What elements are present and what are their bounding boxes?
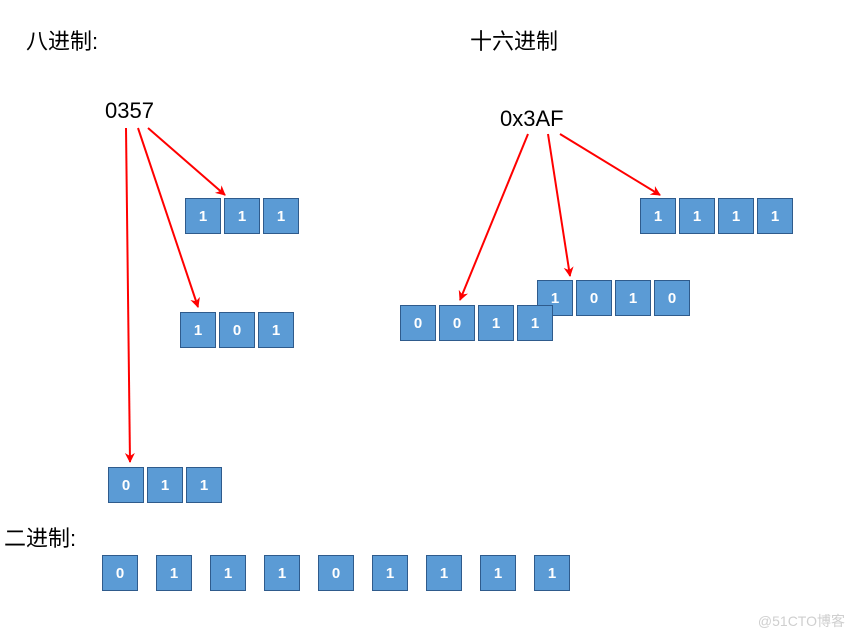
hex-group-3: 0011 [400,305,553,341]
bit-cell: 0 [400,305,436,341]
bit-cell: 0 [654,280,690,316]
octal-group-7: 111 [185,198,299,234]
bit-cell: 1 [426,555,462,591]
bit-cell: 0 [318,555,354,591]
label-octal: 八进制: [26,24,98,56]
bit-cell: 1 [480,555,516,591]
bit-cell: 1 [224,198,260,234]
bit-cell: 1 [478,305,514,341]
bit-cell: 1 [186,467,222,503]
bit-cell: 0 [219,312,255,348]
bit-cell: 1 [185,198,221,234]
watermark: @51CTO博客 [758,611,845,631]
octal-group-5: 101 [180,312,294,348]
bit-cell: 1 [517,305,553,341]
label-hex: 十六进制 [470,24,558,56]
bit-cell: 1 [534,555,570,591]
hex-group-A: 1010 [537,280,690,316]
binary-row: 011101111 [102,555,570,591]
value-hex: 0x3AF [500,106,564,132]
bit-cell: 1 [757,198,793,234]
bit-cell: 1 [147,467,183,503]
bit-cell: 1 [372,555,408,591]
hex-group-F: 1111 [640,198,793,234]
bit-cell: 0 [108,467,144,503]
bit-cell: 1 [180,312,216,348]
bit-cell: 0 [576,280,612,316]
bit-cell: 1 [615,280,651,316]
bit-cell: 1 [640,198,676,234]
bit-cell: 1 [679,198,715,234]
bit-cell: 1 [718,198,754,234]
bit-cell: 0 [102,555,138,591]
bit-cell: 0 [439,305,475,341]
bit-cell: 1 [264,555,300,591]
bit-cell: 1 [263,198,299,234]
label-binary: 二进制: [4,521,76,553]
value-octal: 0357 [105,98,154,124]
bit-cell: 1 [210,555,246,591]
bit-cell: 1 [156,555,192,591]
bit-cell: 1 [258,312,294,348]
octal-group-3: 011 [108,467,222,503]
